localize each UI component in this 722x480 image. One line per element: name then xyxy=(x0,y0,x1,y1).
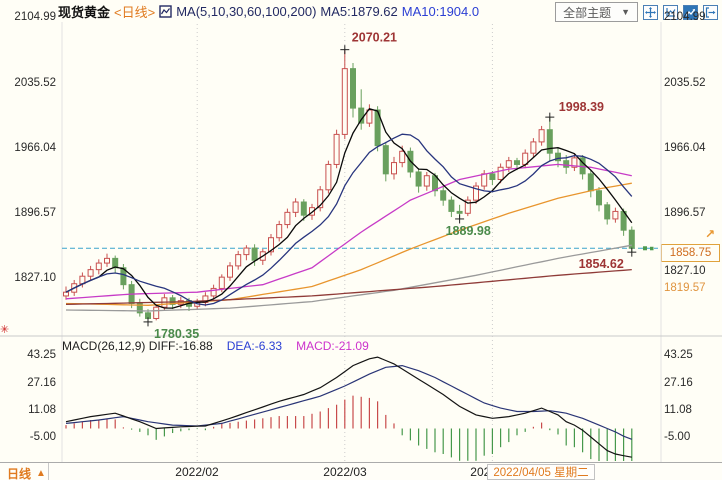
axis-chart-icon xyxy=(666,7,676,17)
symbol-name: 现货黄金 xyxy=(58,5,111,20)
macd-tick-right: 27.16 xyxy=(664,377,693,389)
y-tick-right: 2035.52 xyxy=(664,77,706,89)
macd-tick-right: 43.25 xyxy=(664,349,693,361)
period-selector[interactable]: 日线 ▲ xyxy=(7,465,46,480)
macd-tick-left: 43.25 xyxy=(27,349,56,361)
x-tick: 2022/03 xyxy=(323,465,367,479)
macd-tick-left: 11.08 xyxy=(28,404,56,416)
svg-text:1854.62: 1854.62 xyxy=(579,257,624,271)
macd-dea-value: DEA:-6.33 xyxy=(226,339,283,353)
svg-text:1998.39: 1998.39 xyxy=(559,100,604,114)
pan-crosshair-button[interactable] xyxy=(643,4,658,20)
themes-dropdown-label: 全部主题 xyxy=(563,5,612,20)
y-tick-right: 2104.99 xyxy=(664,11,706,23)
date-tooltip: 2022/04/05 星期二 xyxy=(487,464,595,480)
prev-close-label: 1819.57 xyxy=(664,282,706,294)
macd-tick-left: -5.00 xyxy=(29,431,56,443)
y-tick-left: 2035.52 xyxy=(14,77,56,89)
time-axis-bar: 日线 ▲ 2022/02 2022/03 2022/04 2022/04/05 … xyxy=(0,462,722,480)
crosshair-move-icon xyxy=(645,6,656,18)
chart-toolbar: 现货黄金 <日线> MA(5,10,30,60,100,200) MA5:187… xyxy=(0,0,722,22)
current-price-badge: 1858.75 xyxy=(661,244,720,262)
ma-indicator-icon xyxy=(159,5,172,18)
x-tick: 2022/02 xyxy=(175,465,219,479)
svg-text:1889.98: 1889.98 xyxy=(446,224,491,238)
svg-text:2070.21: 2070.21 xyxy=(352,31,397,45)
trend-chart-icon xyxy=(685,8,696,16)
macd-params-diff[interactable]: MACD(26,12,9) DIFF:-16.88 xyxy=(62,339,213,353)
macd-tick-right: 11.08 xyxy=(664,404,692,416)
y-tick-right: 1827.10 xyxy=(664,265,706,277)
macd-hist-value: MACD:-21.09 xyxy=(296,339,369,353)
chart-title-row: 现货黄金 <日线> MA(5,10,30,60,100,200) MA5:187… xyxy=(58,2,479,21)
ma-settings-label[interactable]: MA(5,10,30,60,100,200) xyxy=(176,4,317,19)
price-direction-arrow-icon: ↗ xyxy=(705,227,716,241)
y-tick-right: 1896.57 xyxy=(664,207,706,219)
ma5-value: MA5:1879.62 xyxy=(320,4,398,19)
period-tag[interactable]: <日线> xyxy=(114,5,156,20)
divider xyxy=(48,463,49,480)
themes-dropdown[interactable]: 全部主题 ▼ xyxy=(555,2,638,22)
macd-header: MACD(26,12,9) DIFF:-16.88 DEA:-6.33 MACD… xyxy=(62,339,369,353)
macd-tick-left: 27.16 xyxy=(27,377,56,389)
svg-text:1780.35: 1780.35 xyxy=(154,327,199,341)
y-tick-left: 1827.10 xyxy=(14,272,56,284)
triangle-up-icon: ▲ xyxy=(36,468,46,479)
y-tick-left: 2104.99 xyxy=(14,11,56,23)
y-tick-left: 1896.57 xyxy=(14,207,56,219)
indicator-marker-icon[interactable]: ✳ xyxy=(0,324,10,336)
chart-mode-button[interactable] xyxy=(683,4,698,20)
ma10-value: MA10:1904.0 xyxy=(401,4,480,19)
y-tick-left: 1966.04 xyxy=(14,142,56,154)
arrow-exit-icon xyxy=(705,6,716,18)
pop-out-button[interactable] xyxy=(703,4,718,20)
macd-tick-right: -5.00 xyxy=(664,431,691,443)
toolbar-controls: 全部主题 ▼ xyxy=(555,2,718,22)
chevron-down-icon: ▼ xyxy=(621,7,630,17)
axis-scale-button[interactable] xyxy=(663,4,678,20)
y-tick-right: 1966.04 xyxy=(664,142,706,154)
period-label: 日线 xyxy=(7,467,32,480)
